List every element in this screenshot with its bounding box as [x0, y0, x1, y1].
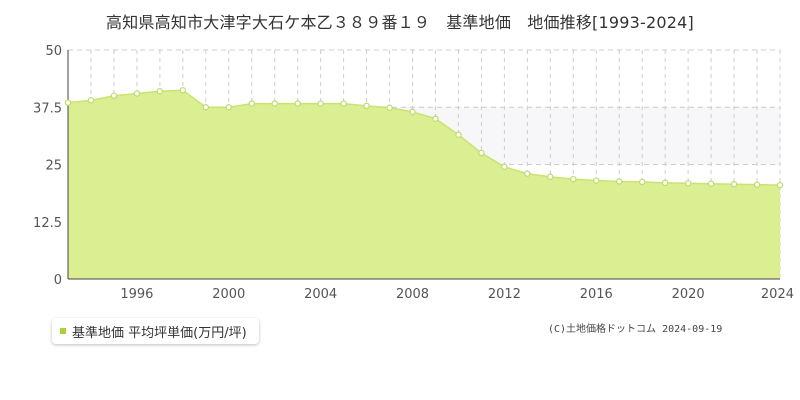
y-tick-label: 37.5	[33, 101, 62, 116]
data-point	[547, 173, 554, 181]
data-point	[248, 100, 255, 107]
x-tick-label: 2008	[396, 287, 429, 302]
series-line	[67, 89, 781, 186]
legend-swatch	[60, 328, 66, 334]
data-point	[409, 108, 416, 116]
data-point	[730, 180, 738, 188]
data-point	[225, 104, 232, 111]
data-point	[110, 92, 118, 100]
data-point	[501, 163, 508, 170]
series-area	[67, 89, 781, 279]
data-point	[776, 181, 784, 189]
data-point	[87, 97, 95, 104]
series-points	[64, 87, 784, 189]
x-tick-label: 2016	[580, 287, 613, 302]
data-point	[455, 131, 462, 138]
data-point	[156, 88, 164, 95]
data-point	[478, 149, 485, 157]
legend: 基準地価 平均坪単価(万円/坪)	[52, 318, 259, 344]
data-point	[317, 100, 324, 107]
data-point	[432, 115, 439, 122]
chart-title: 高知県高知市大津字大石ケ本乙３８９番１９ 基準地価 地価推移[1993-2024…	[106, 13, 694, 32]
data-point	[179, 87, 187, 94]
y-axis-ticks: 0 12.5 25 37.5 50	[33, 44, 62, 288]
data-point	[570, 175, 577, 183]
y-tick-label: 50	[45, 44, 62, 59]
data-point	[661, 179, 669, 187]
x-tick-label: 2012	[488, 287, 521, 302]
axes	[67, 50, 780, 280]
data-point	[684, 180, 692, 187]
x-tick-label: 2004	[304, 287, 337, 302]
x-tick-label: 1996	[120, 287, 153, 302]
data-point	[616, 178, 623, 185]
x-tick-label: 2024	[761, 287, 794, 302]
data-point	[202, 104, 210, 111]
data-point	[524, 170, 531, 177]
data-point	[271, 100, 278, 107]
data-point	[593, 177, 600, 184]
y-tick-label: 12.5	[33, 216, 62, 231]
data-point	[64, 99, 72, 106]
x-axis-ticks: 1996 2000 2004 2008 2012 2016 2020 2024	[120, 287, 794, 302]
data-point	[707, 180, 715, 187]
data-point	[638, 178, 646, 186]
y-tick-label: 25	[45, 159, 62, 174]
data-point	[753, 181, 761, 188]
y-tick-label: 0	[54, 273, 62, 288]
copyright-notice: (C)土地価格ドットコム 2024-09-19	[548, 324, 723, 335]
x-tick-label: 2000	[212, 287, 245, 302]
data-point	[363, 102, 370, 110]
data-point	[133, 90, 141, 97]
series-area-fill	[68, 90, 780, 279]
data-point	[294, 100, 301, 107]
data-point	[386, 104, 393, 111]
x-tick-label: 2020	[672, 287, 705, 302]
data-point	[340, 100, 347, 107]
legend-label: 基準地価 平均坪単価(万円/坪)	[72, 325, 247, 341]
